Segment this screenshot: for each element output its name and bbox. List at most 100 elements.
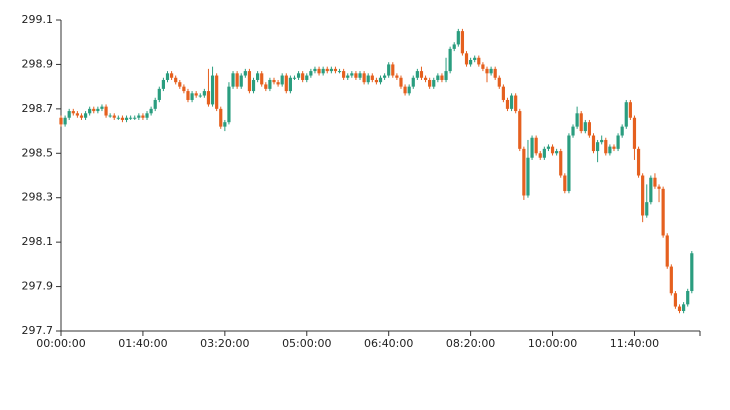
candle-body [518,111,522,149]
candle-body [251,79,256,92]
candle-body [296,73,301,78]
candle-body [673,293,678,307]
candle-body [432,79,436,87]
candle-body [67,111,71,118]
candle-body [473,57,477,60]
candle-body [309,71,313,76]
candle-body [403,86,407,94]
candle-body [530,137,534,158]
candle-body [641,175,645,216]
x-tick-label: 03:20:00 [200,337,249,350]
candle-body [428,79,432,87]
candle-body [153,99,157,109]
candle-body [116,117,120,119]
candle-body [104,106,108,116]
candle-body [219,108,223,127]
candle-body [567,135,571,192]
candle-body [636,148,641,176]
candle-body [395,75,399,78]
candle-body [649,177,653,203]
candle-body [391,64,395,76]
candle-body [313,68,317,72]
candle-body [452,44,456,49]
candle-body [235,73,239,87]
candle-body [366,75,370,83]
candle-body [387,64,391,76]
candle-body [206,91,211,105]
candle-body [571,126,575,136]
candle-body [288,77,292,92]
candle-body [591,135,596,152]
y-tick-label: 297.9 [22,280,54,293]
candle-body [481,64,485,69]
candle-body [305,75,309,80]
candle-body [194,93,198,96]
candle-body [448,48,452,72]
candle-body [489,68,493,74]
candle-body [112,115,116,118]
candle-body [407,86,411,94]
candle-body [485,68,489,74]
candle-body [264,84,268,89]
candle-body [157,88,161,100]
candle-body [137,115,141,118]
candle-body [620,126,624,136]
candle-body [231,73,235,87]
candle-body [399,77,403,87]
candle-body [690,253,694,292]
candle-body [460,31,465,54]
candle-body [411,77,415,87]
candle-body [317,68,321,74]
candle-body [608,146,612,154]
candle-body [628,102,632,118]
candle-body [550,146,555,154]
candle-body [321,68,325,74]
candle-body [378,77,383,83]
candle-body [79,115,84,118]
candle-body [444,71,448,80]
candle-body [329,68,333,72]
candle-body [677,306,682,312]
candle-body [555,151,559,154]
candle-body [469,59,473,65]
candle-body [190,93,194,100]
candle-body [100,106,104,109]
candle-body [145,113,149,118]
candle-body [657,186,661,189]
candle-body [63,117,67,125]
y-tick-label: 299.1 [22,13,54,26]
candle-body [239,75,243,87]
candle-body [497,77,501,87]
candle-body [186,91,190,100]
candle-body [382,75,387,78]
x-tick-label: 01:40:00 [118,337,167,350]
candle-body [509,95,514,109]
candle-body [682,304,686,312]
candle-body [522,148,526,196]
x-tick-label: 10:00:00 [528,337,577,350]
candle-body [88,108,92,114]
candle-body [600,139,604,143]
candle-body [563,175,567,192]
x-tick-label: 05:00:00 [282,337,331,350]
candle-body [71,111,75,114]
y-tick-label: 298.9 [22,57,54,70]
candle-body [120,117,125,120]
candle-body [178,82,182,87]
candle-body [436,75,440,80]
candle-body [325,68,329,72]
candle-body [247,71,252,92]
candle-body [161,79,166,89]
candle-body [542,148,546,158]
candle-body [210,75,215,105]
candle-body [534,137,538,154]
candle-body [575,113,579,127]
candle-body [559,151,563,176]
candle-body [632,117,637,149]
candle-body [370,75,374,80]
candle-body [202,91,206,96]
candle-body [358,73,362,78]
candle-body [423,77,428,80]
candle-body [96,108,100,112]
